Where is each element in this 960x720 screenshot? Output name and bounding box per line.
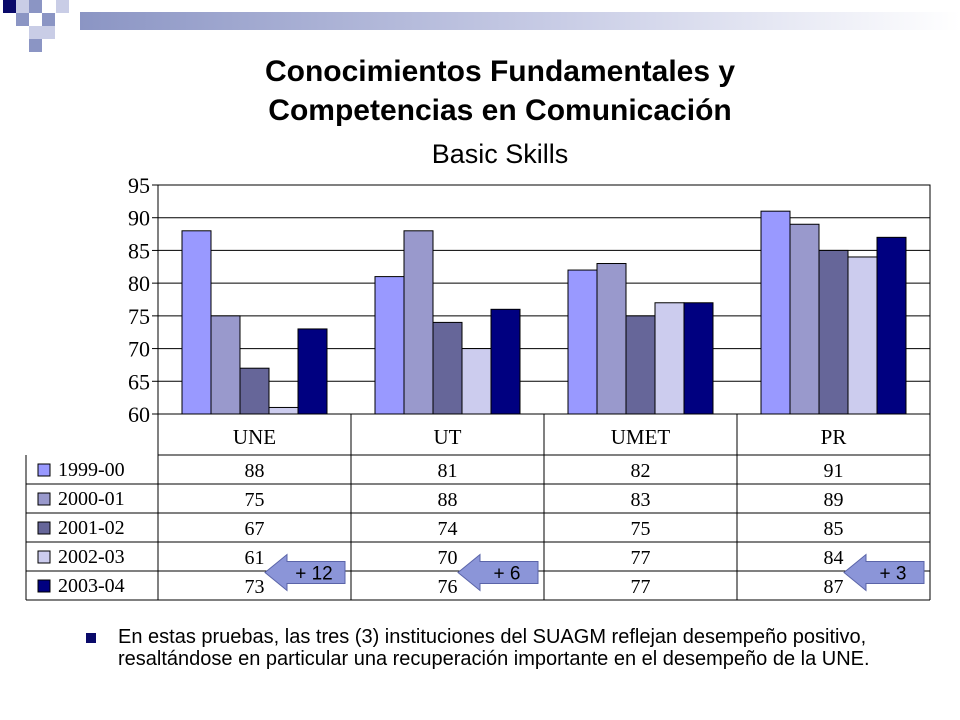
y-tick-label: 60 bbox=[128, 402, 150, 427]
y-tick-label: 70 bbox=[128, 337, 150, 362]
table-cell-value: 82 bbox=[631, 460, 651, 482]
legend-swatch bbox=[37, 463, 51, 477]
legend-label: 2003-04 bbox=[58, 575, 125, 597]
bar bbox=[461, 348, 492, 415]
category-label: UMET bbox=[611, 425, 671, 449]
table-cell-value: 74 bbox=[438, 518, 458, 540]
table-cell-value: 73 bbox=[245, 576, 265, 598]
annotation-arrow bbox=[843, 553, 925, 592]
bar-chart: 60 65 70 75 80 85 90 95 UNE UT UMET PR 1999-00 88 81 82… bbox=[25, 173, 931, 601]
legend-label: 2001-02 bbox=[58, 517, 125, 539]
bar bbox=[403, 230, 434, 415]
table-cell-value: 61 bbox=[245, 547, 265, 569]
bar bbox=[818, 249, 849, 415]
category-label: UNE bbox=[233, 425, 276, 449]
bar bbox=[490, 308, 521, 415]
legend-label: 2002-03 bbox=[58, 546, 125, 568]
y-tick-label: 95 bbox=[128, 173, 150, 198]
bar bbox=[683, 302, 714, 415]
bar bbox=[847, 256, 878, 415]
table-cell-value: 76 bbox=[438, 576, 458, 598]
annotation-arrow bbox=[264, 553, 346, 592]
y-tick-label: 90 bbox=[128, 206, 150, 231]
annotation-label: + 12 bbox=[295, 564, 333, 585]
table-cell-value: 91 bbox=[824, 460, 844, 482]
annotation-label: + 3 bbox=[880, 564, 907, 585]
table-cell-value: 84 bbox=[824, 547, 844, 569]
bar bbox=[625, 315, 656, 415]
table-cell-value: 70 bbox=[438, 547, 458, 569]
table-cell-value: 85 bbox=[824, 518, 844, 540]
legend-label: 1999-00 bbox=[58, 459, 125, 481]
table-cell-value: 88 bbox=[438, 489, 458, 511]
bar bbox=[596, 263, 627, 415]
bar bbox=[876, 236, 907, 415]
table-cell-value: 75 bbox=[245, 489, 265, 511]
table-cell-value: 77 bbox=[631, 576, 651, 598]
y-tick-label: 75 bbox=[128, 304, 150, 329]
annotation-label: + 6 bbox=[494, 564, 521, 585]
bar bbox=[432, 321, 463, 415]
bar bbox=[210, 315, 241, 415]
table-cell-value: 83 bbox=[631, 489, 651, 511]
bar bbox=[239, 367, 270, 415]
table-cell-value: 77 bbox=[631, 547, 651, 569]
title-line-2: Competencias en Comunicación bbox=[268, 94, 732, 127]
page-subtitle: Basic Skills bbox=[431, 139, 569, 169]
bullet-marker bbox=[86, 633, 96, 643]
bullet-text: En estas pruebas, las tres (3) instituci… bbox=[118, 626, 870, 670]
table-cell-value: 88 bbox=[245, 460, 265, 482]
bar bbox=[181, 230, 212, 415]
table-cell-value: 67 bbox=[245, 518, 265, 540]
table-cell-value: 75 bbox=[631, 518, 651, 540]
category-label: UT bbox=[434, 425, 462, 449]
legend-swatch bbox=[37, 579, 51, 593]
bar bbox=[654, 302, 685, 415]
bar bbox=[268, 406, 299, 415]
legend-swatch bbox=[37, 492, 51, 506]
annotation-arrow bbox=[457, 553, 539, 592]
legend-swatch bbox=[37, 521, 51, 535]
table-cell-value: 89 bbox=[824, 489, 844, 511]
decorative-squares bbox=[0, 0, 80, 60]
bar bbox=[567, 269, 598, 415]
category-label: PR bbox=[821, 425, 847, 449]
y-tick-label: 65 bbox=[128, 369, 150, 394]
bar bbox=[789, 223, 820, 415]
y-tick-label: 85 bbox=[128, 238, 150, 263]
bar bbox=[760, 210, 791, 415]
header-gradient-bar bbox=[80, 12, 960, 30]
page-title: Conocimientos Fundamentales y Competenci… bbox=[110, 52, 890, 130]
legend-swatch bbox=[37, 550, 51, 564]
table-cell-value: 87 bbox=[824, 576, 844, 598]
table-cell-value: 81 bbox=[438, 460, 458, 482]
legend-label: 2000-01 bbox=[58, 488, 125, 510]
bar bbox=[297, 328, 328, 415]
y-tick-label: 80 bbox=[128, 271, 150, 296]
title-line-1: Conocimientos Fundamentales y bbox=[264, 55, 736, 88]
bar bbox=[374, 276, 405, 415]
